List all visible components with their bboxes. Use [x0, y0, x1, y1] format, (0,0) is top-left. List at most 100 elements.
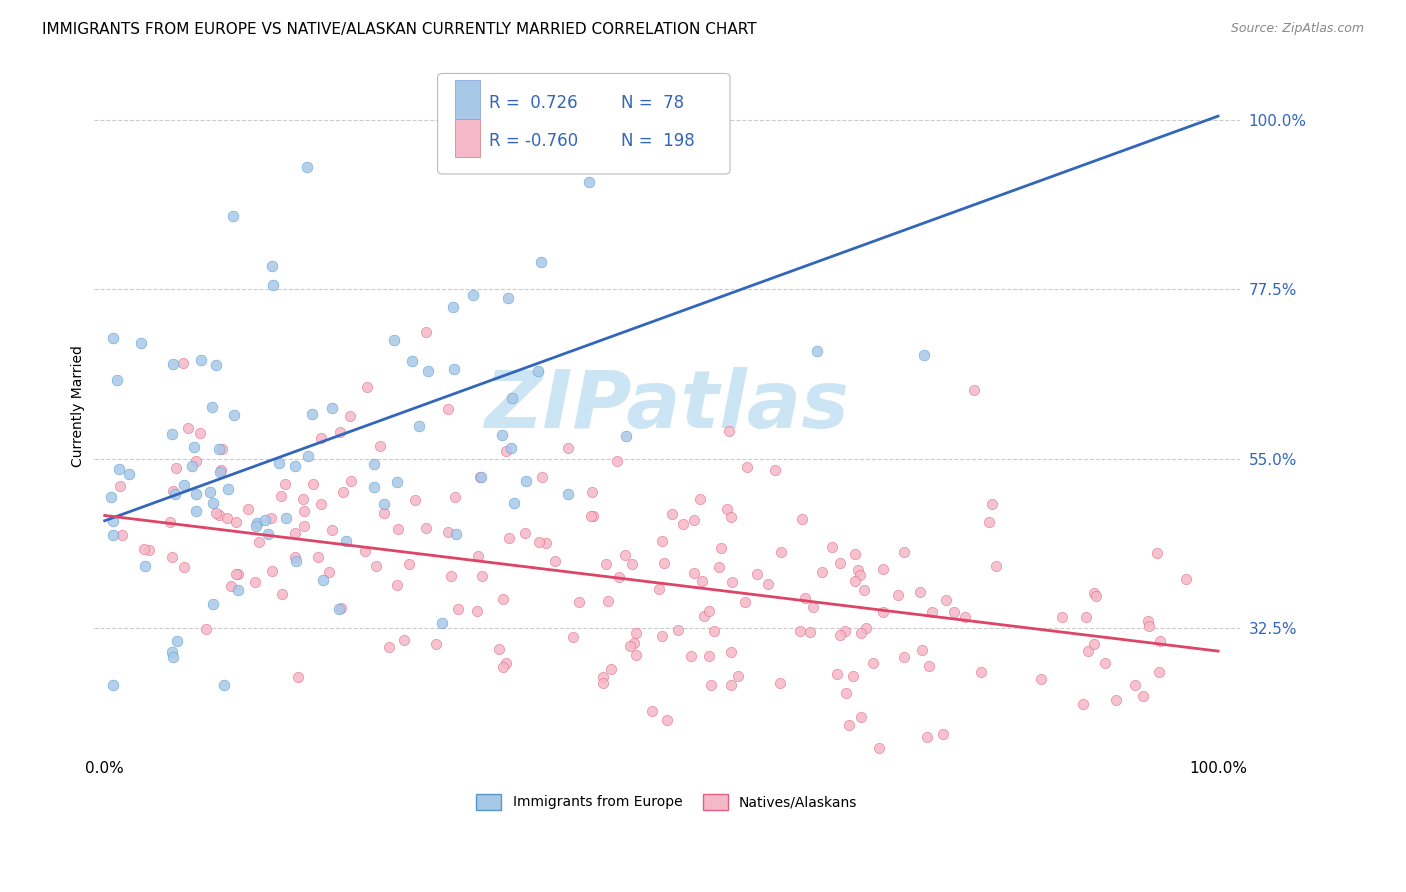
Point: [501, 391, 523, 405]
Point: [799, 624, 821, 639]
Point: [284, 525, 307, 540]
Point: [162, 426, 184, 441]
Point: [1137, 614, 1160, 628]
Point: [515, 475, 537, 489]
Point: [260, 259, 283, 273]
Point: [911, 643, 934, 657]
Point: [1052, 610, 1074, 624]
Point: [846, 563, 869, 577]
Point: [404, 492, 426, 507]
Point: [224, 409, 246, 423]
Point: [382, 333, 405, 347]
Point: [1123, 678, 1146, 692]
Point: [165, 461, 187, 475]
Point: [297, 449, 319, 463]
Point: [1146, 545, 1168, 559]
Text: N =  198: N = 198: [621, 132, 695, 150]
Point: [302, 476, 325, 491]
Point: [301, 407, 323, 421]
Point: [769, 676, 792, 690]
Point: [437, 525, 460, 540]
Point: [935, 593, 957, 607]
Point: [499, 441, 522, 455]
Point: [1175, 572, 1198, 586]
Point: [468, 469, 491, 483]
Point: [703, 624, 725, 639]
Point: [295, 160, 318, 174]
Point: [335, 534, 357, 549]
Point: [270, 489, 292, 503]
Point: [849, 626, 872, 640]
Point: [471, 568, 494, 582]
Point: [321, 401, 343, 415]
Point: [328, 602, 350, 616]
Point: [188, 425, 211, 440]
Point: [623, 636, 645, 650]
Point: [789, 624, 811, 638]
Point: [131, 335, 153, 350]
Point: [534, 535, 557, 549]
Point: [811, 565, 834, 579]
Point: [198, 485, 221, 500]
Point: [101, 514, 124, 528]
Point: [844, 547, 866, 561]
Point: [184, 454, 207, 468]
Point: [274, 477, 297, 491]
Point: [932, 727, 955, 741]
Point: [408, 419, 430, 434]
Point: [763, 463, 786, 477]
Point: [184, 504, 207, 518]
Point: [720, 645, 742, 659]
Point: [592, 676, 614, 690]
Point: [463, 288, 485, 302]
Point: [683, 566, 706, 580]
Point: [734, 595, 756, 609]
Point: [980, 497, 1002, 511]
Point: [488, 642, 510, 657]
Point: [292, 519, 315, 533]
Point: [666, 623, 689, 637]
Point: [253, 513, 276, 527]
Point: [100, 490, 122, 504]
Point: [530, 254, 553, 268]
Point: [134, 558, 156, 573]
Point: [953, 609, 976, 624]
Point: [503, 496, 526, 510]
Point: [679, 649, 702, 664]
Point: [201, 400, 224, 414]
Point: [446, 602, 468, 616]
Point: [1084, 589, 1107, 603]
Point: [202, 496, 225, 510]
Point: [311, 497, 333, 511]
Point: [872, 605, 894, 619]
Point: [942, 605, 965, 619]
Point: [862, 656, 884, 670]
Point: [212, 678, 235, 692]
Point: [219, 578, 242, 592]
Point: [652, 556, 675, 570]
Point: [495, 444, 517, 458]
Point: [828, 556, 851, 570]
Point: [893, 544, 915, 558]
Point: [339, 474, 361, 488]
Point: [385, 475, 408, 489]
Point: [108, 462, 131, 476]
Point: [441, 301, 464, 315]
Text: ZIPatlas: ZIPatlas: [485, 368, 849, 445]
Point: [443, 361, 465, 376]
Point: [138, 543, 160, 558]
Point: [401, 354, 423, 368]
Point: [392, 633, 415, 648]
Point: [162, 649, 184, 664]
Point: [245, 519, 267, 533]
Point: [309, 431, 332, 445]
Text: N =  78: N = 78: [621, 95, 685, 112]
Point: [418, 364, 440, 378]
Point: [160, 645, 183, 659]
Point: [793, 591, 815, 606]
Point: [425, 637, 447, 651]
Point: [387, 522, 409, 536]
Point: [842, 669, 865, 683]
Point: [498, 292, 520, 306]
Point: [963, 383, 986, 397]
